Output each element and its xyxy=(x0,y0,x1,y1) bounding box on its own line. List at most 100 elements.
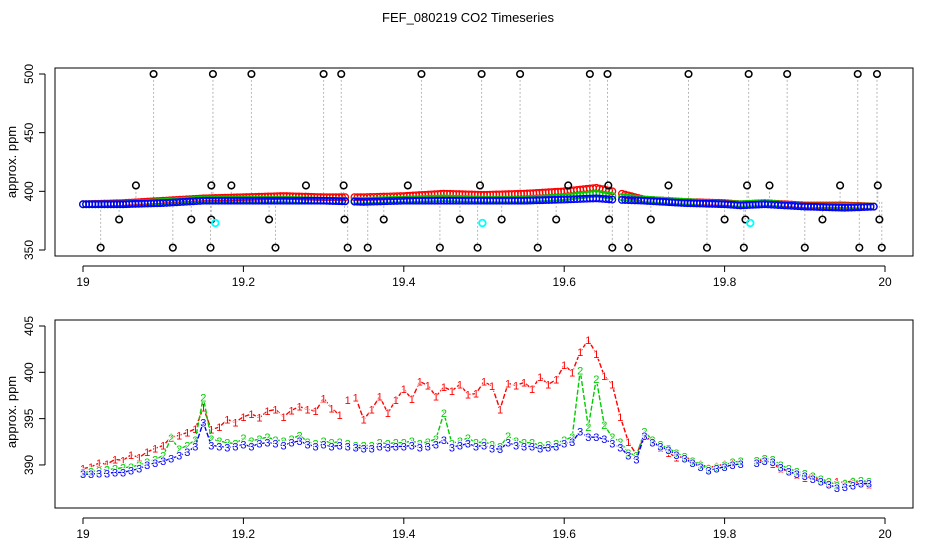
series-3-point-label: 3 xyxy=(569,437,575,449)
outlier-point xyxy=(533,243,542,252)
series-3-point-label: 3 xyxy=(313,441,319,453)
series-3-point-label: 3 xyxy=(754,458,760,470)
series-1-point-label: 1 xyxy=(577,347,583,359)
series-1-point-label: 1 xyxy=(160,440,166,452)
flagged-point xyxy=(746,218,755,228)
series-2-point-label: 2 xyxy=(553,439,559,451)
outlier-point xyxy=(603,69,612,79)
series-3-point-label: 3 xyxy=(465,439,471,451)
series-3-line xyxy=(83,420,869,489)
series-3-point-label: 3 xyxy=(770,457,776,469)
series-3-point-label: 3 xyxy=(601,434,607,446)
series-3-point-label: 3 xyxy=(834,483,840,495)
series-3-point xyxy=(869,202,878,211)
series-1-point-label: 1 xyxy=(786,466,792,478)
outlier-point xyxy=(875,215,884,224)
series-3-point-label: 3 xyxy=(152,458,158,470)
series-3-point-label: 3 xyxy=(714,464,720,476)
series-2-point-label: 2 xyxy=(224,438,230,450)
series-2-point-label: 2 xyxy=(441,408,447,420)
series-3-point-label: 3 xyxy=(794,469,800,481)
outlier-point xyxy=(702,243,712,252)
series-1-point-label: 1 xyxy=(529,384,535,396)
series-3-point-label: 3 xyxy=(457,440,463,452)
series-1-point-label: 1 xyxy=(128,450,134,462)
series-3-point-label: 3 xyxy=(304,440,310,452)
outlier-point xyxy=(339,181,348,190)
series-3-point-label: 3 xyxy=(184,447,190,459)
series-2-point-label: 2 xyxy=(248,436,254,448)
series-2-point-label: 2 xyxy=(537,440,543,452)
series-2-point-label: 2 xyxy=(321,436,327,448)
top-plot-frame xyxy=(54,67,914,257)
series-2-point-label: 2 xyxy=(136,460,142,472)
series-1-point-label: 1 xyxy=(329,403,335,415)
series-2-point-label: 2 xyxy=(104,465,110,477)
series-1-point-label: 1 xyxy=(585,335,591,347)
series-1-point-label: 1 xyxy=(433,391,439,403)
series-3-point-label: 3 xyxy=(120,467,126,479)
series-3-point-label: 3 xyxy=(722,462,728,474)
series-3-point-label: 3 xyxy=(786,466,792,478)
series-2-point-label: 2 xyxy=(641,427,647,439)
outlier-point xyxy=(877,243,886,252)
series-3-point-label: 3 xyxy=(80,469,86,481)
series-2-point-label: 2 xyxy=(176,444,182,456)
x-tick-label: 19.6 xyxy=(553,527,577,540)
series-3-point-label: 3 xyxy=(818,477,824,489)
outlier-point xyxy=(624,243,633,252)
series-3-point-label: 3 xyxy=(208,440,214,452)
series-3-point-label: 3 xyxy=(144,460,150,472)
series-1-point-label: 1 xyxy=(272,404,278,416)
outlier-point xyxy=(168,243,177,252)
series-1-point-label: 1 xyxy=(770,459,776,471)
outlier-point xyxy=(227,181,236,190)
series-3-point-label: 3 xyxy=(778,463,784,475)
series-3-point-label: 3 xyxy=(264,438,270,450)
x-tick-label: 19 xyxy=(76,527,90,540)
series-3-point-label: 3 xyxy=(609,439,615,451)
series-2-point-label: 2 xyxy=(730,457,736,469)
series-2-point-label: 2 xyxy=(561,435,567,447)
bottom-axes: 19 19.2 19.4 19.6 19.8 20 390 395 400 405 xyxy=(22,316,892,541)
series-2-point-label: 2 xyxy=(377,438,383,450)
series-3-point-label: 3 xyxy=(337,440,343,452)
series-2-point-label: 2 xyxy=(601,420,607,432)
series-1-point-label: 1 xyxy=(473,389,479,401)
y-tick-label: 350 xyxy=(22,240,36,260)
series-3-point xyxy=(866,202,875,211)
series-3-point-label: 3 xyxy=(104,468,110,480)
y-tick-label: 390 xyxy=(22,455,36,475)
series-2-point-label: 2 xyxy=(497,441,503,453)
series-1-point-label: 1 xyxy=(697,459,703,471)
series-2-point-label: 2 xyxy=(369,440,375,452)
series-2-point-label: 2 xyxy=(184,440,190,452)
top-panel: approx. ppm 19 19.2 19.4 19.6 19.8 20 350 400 45… xyxy=(4,64,914,289)
series-2-point-label: 2 xyxy=(272,435,278,447)
series-3-point-label: 3 xyxy=(385,442,391,454)
outlier-point xyxy=(855,243,864,252)
series-3-point-label: 3 xyxy=(288,438,294,450)
series-3-point-label: 3 xyxy=(353,442,359,454)
series-3-point-label: 3 xyxy=(248,441,254,453)
series-1-point-label: 1 xyxy=(385,408,391,420)
series-1-point-label: 1 xyxy=(224,415,230,427)
series-1-point-label: 1 xyxy=(425,380,431,392)
x-tick-label: 19.8 xyxy=(713,275,737,289)
series-3-point-label: 3 xyxy=(681,453,687,465)
series-1-point-label: 1 xyxy=(313,406,319,418)
x-tick-label: 19.4 xyxy=(392,275,416,289)
series-2-point-label: 2 xyxy=(425,437,431,449)
series-3-point-label: 3 xyxy=(802,471,808,483)
series-2-point-label: 2 xyxy=(617,437,623,449)
x-tick-label: 19.2 xyxy=(232,275,256,289)
series-3-point-label: 3 xyxy=(96,468,102,480)
series-1-point-label: 1 xyxy=(96,458,102,470)
series-2-point-label: 2 xyxy=(714,462,720,474)
series-1-point-label: 1 xyxy=(353,392,359,404)
series-1-point-label: 1 xyxy=(633,450,639,462)
series-1-point-label: 1 xyxy=(120,455,126,467)
series-2-point-label: 2 xyxy=(577,365,583,377)
series-2-point-label: 2 xyxy=(850,477,856,489)
series-1-point-label: 1 xyxy=(730,458,736,470)
